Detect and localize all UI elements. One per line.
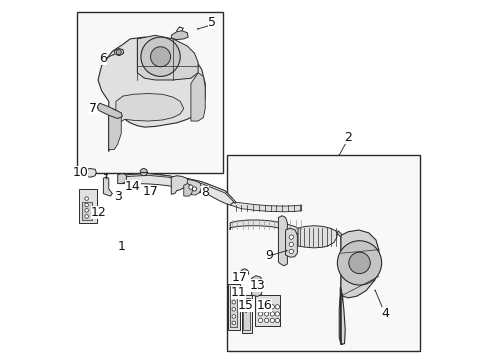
Circle shape (348, 252, 369, 274)
Text: 14: 14 (125, 180, 141, 193)
Bar (228, 284, 240, 330)
Text: 17: 17 (231, 271, 247, 284)
Circle shape (84, 203, 88, 207)
Circle shape (141, 37, 180, 76)
Polygon shape (108, 111, 121, 150)
Circle shape (150, 47, 170, 67)
Bar (80, 189, 97, 223)
Polygon shape (98, 37, 205, 152)
Polygon shape (230, 202, 301, 212)
Text: 8: 8 (201, 186, 209, 199)
Circle shape (270, 312, 274, 316)
Circle shape (231, 294, 235, 298)
Circle shape (275, 312, 279, 316)
Text: 4: 4 (381, 307, 389, 320)
Polygon shape (187, 179, 201, 195)
Text: 1: 1 (117, 240, 125, 253)
Circle shape (258, 305, 262, 309)
Circle shape (288, 249, 293, 253)
Circle shape (188, 185, 193, 189)
Circle shape (337, 241, 381, 285)
Circle shape (116, 50, 121, 55)
Text: 9: 9 (265, 248, 273, 261)
Text: 11: 11 (230, 286, 246, 299)
Polygon shape (116, 94, 183, 125)
Text: 16: 16 (256, 299, 272, 312)
Polygon shape (103, 177, 112, 196)
Text: 17: 17 (142, 185, 158, 198)
Polygon shape (190, 73, 205, 121)
Polygon shape (114, 49, 123, 56)
Circle shape (231, 315, 235, 318)
Circle shape (264, 318, 268, 323)
Polygon shape (121, 174, 233, 205)
Polygon shape (137, 35, 198, 80)
Text: 2: 2 (344, 131, 351, 144)
Circle shape (270, 305, 274, 309)
Bar (81, 202, 91, 220)
Circle shape (275, 318, 279, 323)
Polygon shape (285, 228, 297, 257)
Polygon shape (121, 174, 235, 203)
Circle shape (140, 168, 147, 176)
Polygon shape (171, 31, 188, 40)
Polygon shape (230, 220, 303, 237)
Circle shape (275, 305, 279, 309)
Polygon shape (340, 230, 378, 344)
Polygon shape (337, 231, 347, 344)
Polygon shape (183, 184, 192, 196)
Text: 7: 7 (88, 102, 97, 115)
Circle shape (288, 242, 293, 247)
Circle shape (264, 305, 268, 309)
Circle shape (270, 318, 274, 323)
Circle shape (192, 187, 196, 191)
Circle shape (231, 307, 235, 311)
Bar (226, 155, 419, 351)
Circle shape (84, 197, 88, 201)
Circle shape (84, 208, 88, 212)
Bar (243, 298, 249, 330)
Bar (77, 12, 223, 173)
Bar (255, 296, 279, 326)
Circle shape (231, 321, 235, 325)
Circle shape (258, 312, 262, 316)
Circle shape (240, 269, 248, 277)
Text: 13: 13 (249, 279, 264, 292)
Circle shape (264, 312, 268, 316)
Text: 10: 10 (72, 166, 88, 179)
Polygon shape (251, 276, 262, 296)
Polygon shape (171, 176, 189, 194)
Circle shape (288, 235, 293, 239)
Polygon shape (278, 216, 287, 266)
Polygon shape (84, 168, 96, 177)
Circle shape (231, 300, 235, 304)
Polygon shape (298, 226, 337, 248)
Text: 15: 15 (238, 299, 253, 312)
Polygon shape (340, 233, 378, 344)
Polygon shape (118, 174, 126, 184)
Polygon shape (97, 103, 122, 118)
Text: 12: 12 (91, 206, 106, 219)
Circle shape (84, 215, 88, 218)
Circle shape (252, 284, 259, 291)
Text: 3: 3 (114, 190, 122, 203)
Bar (230, 286, 237, 327)
Text: 5: 5 (208, 16, 216, 29)
Bar (241, 296, 252, 333)
Text: 6: 6 (99, 52, 107, 65)
Circle shape (258, 318, 262, 323)
